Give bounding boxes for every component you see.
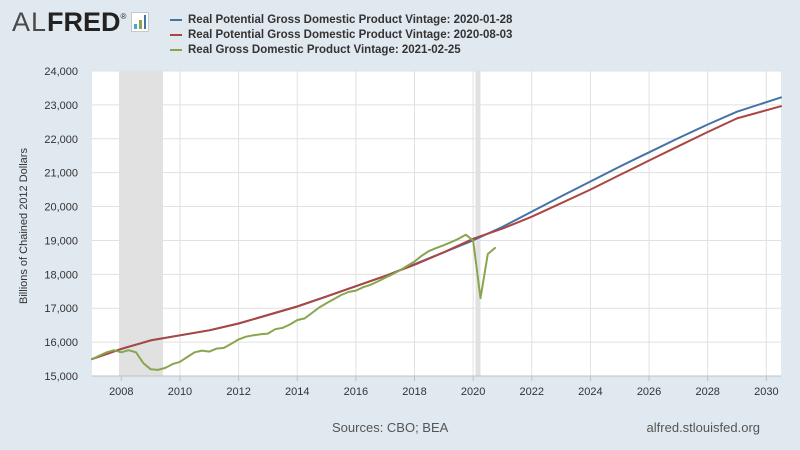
legend-label-series-1: Real Potential Gross Domestic Product Vi… [188, 13, 513, 26]
logo-fred-text: FRED [47, 6, 121, 37]
y-tick-label-4: 19,000 [44, 235, 78, 247]
legend-item-series-2[interactable]: Real Potential Gross Domestic Product Vi… [170, 27, 512, 42]
legend-swatch-series-3 [170, 48, 182, 51]
x-tick-label-0: 2008 [109, 386, 133, 398]
x-tick-label-5: 2018 [402, 386, 426, 398]
site-link[interactable]: alfred.stlouisfed.org [646, 420, 760, 435]
x-tick-label-8: 2024 [578, 386, 602, 398]
recession-band-2 [475, 71, 481, 376]
legend-label-series-3: Real Gross Domestic Product Vintage: 202… [188, 43, 461, 56]
legend-swatch-series-2 [170, 33, 182, 36]
x-tick-label-9: 2026 [637, 386, 661, 398]
plot-area [92, 71, 781, 376]
legend-item-series-3[interactable]: Real Gross Domestic Product Vintage: 202… [170, 42, 512, 57]
alfred-logo[interactable]: AL FRED ® [12, 6, 150, 37]
source-text: Sources: CBO; BEA [332, 420, 449, 435]
x-tick-label-7: 2022 [520, 386, 544, 398]
chart-legend: Real Potential Gross Domestic Product Vi… [170, 12, 512, 57]
x-tick-label-10: 2028 [695, 386, 719, 398]
x-tick-label-1: 2010 [168, 386, 192, 398]
series-line-2[interactable] [91, 105, 782, 361]
y-tick-label-7: 22,000 [44, 134, 78, 146]
chart-logo-icon [131, 12, 150, 32]
x-tick-label-11: 2030 [754, 386, 778, 398]
series-line-3[interactable] [91, 233, 497, 371]
logo-al-text: AL [12, 6, 48, 37]
y-tick-label-2: 17,000 [44, 303, 78, 315]
legend-swatch-series-1 [170, 18, 182, 21]
y-tick-label-3: 18,000 [44, 269, 78, 281]
x-tick-label-2: 2012 [226, 386, 250, 398]
x-tick-label-4: 2016 [344, 386, 368, 398]
recession-band-1 [118, 71, 163, 376]
y-tick-label-1: 16,000 [44, 337, 78, 349]
y-tick-label-5: 20,000 [44, 202, 78, 214]
y-tick-label-8: 23,000 [44, 100, 78, 112]
y-tick-label-9: 24,000 [44, 66, 78, 78]
legend-item-series-1[interactable]: Real Potential Gross Domestic Product Vi… [170, 12, 512, 27]
logo-registered-mark: ® [120, 12, 127, 21]
x-tick-label-6: 2020 [461, 386, 485, 398]
y-tick-label-6: 21,000 [44, 168, 78, 180]
legend-label-series-2: Real Potential Gross Domestic Product Vi… [188, 28, 513, 41]
x-tick-label-3: 2014 [285, 386, 309, 398]
y-tick-label-0: 15,000 [44, 371, 78, 383]
